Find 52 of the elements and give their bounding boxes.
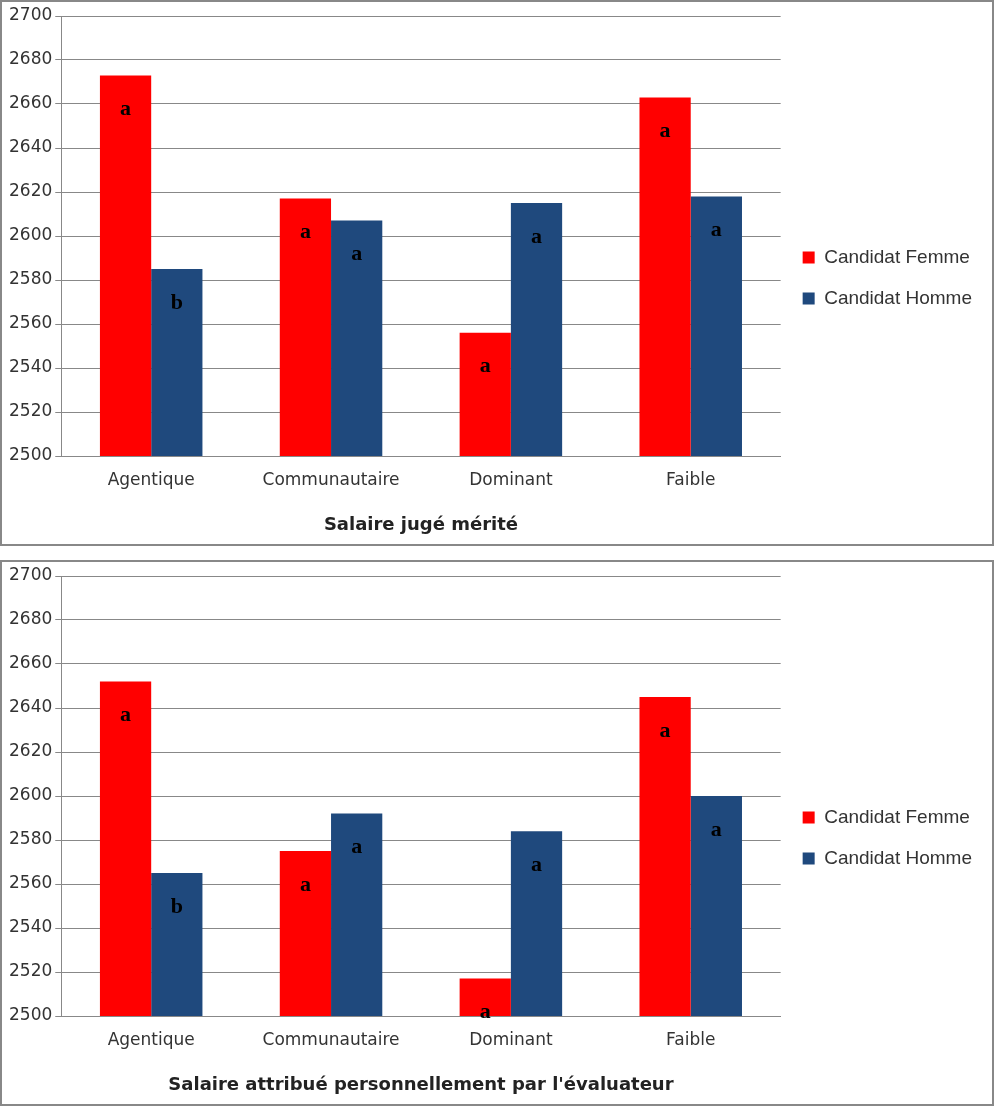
- y-tick-label: 2600: [9, 784, 53, 805]
- y-tick-label: 2680: [9, 48, 53, 69]
- legend-label: Candidat Homme: [824, 846, 972, 868]
- data-label: a: [120, 95, 132, 121]
- legend-label: Candidat Homme: [824, 286, 972, 308]
- data-label: a: [531, 850, 543, 876]
- x-axis-title: Salaire attribué personnellement par l'évaluateur: [168, 1072, 674, 1094]
- y-tick-label: 2620: [9, 180, 53, 201]
- data-label: a: [710, 815, 722, 841]
- data-label: b: [170, 288, 183, 314]
- data-label: a: [710, 216, 722, 242]
- y-tick-label: 2500: [9, 444, 53, 465]
- x-tick-label: Faible: [666, 468, 716, 489]
- y-tick-label: 2640: [9, 696, 53, 717]
- data-label: a: [659, 117, 671, 143]
- y-tick-label: 2660: [9, 652, 53, 673]
- y-tick-label: 2640: [9, 136, 53, 157]
- data-label: a: [351, 833, 363, 859]
- y-tick-label: 2500: [9, 1004, 53, 1025]
- y-tick-label: 2560: [9, 872, 53, 893]
- data-label: a: [351, 240, 363, 266]
- y-tick-label: 2680: [9, 608, 53, 629]
- x-axis-title: Salaire jugé mérité: [323, 512, 519, 534]
- data-label: a: [531, 222, 543, 248]
- x-tick-label: Agentique: [107, 468, 195, 489]
- data-label: a: [659, 716, 671, 742]
- y-tick-label: 2540: [9, 916, 53, 937]
- y-tick-label: 2580: [9, 268, 53, 289]
- y-tick-label: 2660: [9, 92, 53, 113]
- data-label: a: [479, 998, 491, 1024]
- x-tick-label: Dominant: [469, 1028, 553, 1049]
- y-tick-label: 2700: [9, 564, 53, 585]
- legend-label: Candidat Femme: [824, 245, 970, 267]
- y-tick-label: 2560: [9, 312, 53, 333]
- y-tick-label: 2700: [9, 4, 53, 25]
- y-tick-label: 2580: [9, 828, 53, 849]
- data-label: a: [299, 218, 311, 244]
- y-tick-label: 2600: [9, 224, 53, 245]
- x-tick-label: Communautaire: [262, 468, 400, 489]
- y-tick-label: 2520: [9, 400, 53, 421]
- data-label: a: [120, 701, 132, 727]
- x-tick-label: Faible: [666, 1028, 716, 1049]
- data-label: a: [299, 870, 311, 896]
- data-label: b: [170, 892, 183, 918]
- x-tick-label: Agentique: [107, 1028, 195, 1049]
- y-tick-label: 2520: [9, 960, 53, 981]
- legend-label: Candidat Femme: [824, 805, 970, 827]
- x-tick-label: Communautaire: [262, 1028, 400, 1049]
- x-tick-label: Dominant: [469, 468, 553, 489]
- y-tick-label: 2540: [9, 356, 53, 377]
- y-tick-label: 2620: [9, 740, 53, 761]
- data-label: a: [479, 352, 491, 378]
